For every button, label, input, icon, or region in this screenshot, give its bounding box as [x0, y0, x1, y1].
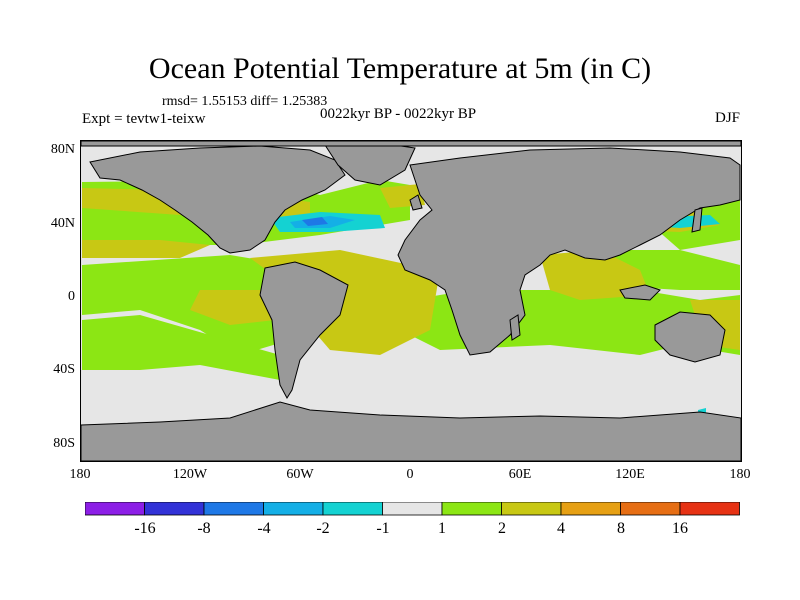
- colorbar-label: -2: [316, 520, 330, 537]
- colorbar-swatch: [501, 502, 562, 516]
- lat-label-40n: 40N: [50, 216, 75, 231]
- plot-title: Ocean Potential Temperature at 5m (in C): [148, 52, 652, 85]
- colorbar-swatch: [144, 502, 205, 516]
- colorbar-swatch: [322, 502, 383, 516]
- lat-label-80n: 80N: [50, 142, 75, 157]
- colorbar-label: 2: [498, 520, 506, 537]
- lon-label-60e: 60E: [508, 467, 532, 482]
- map-frame: [80, 140, 742, 462]
- colorbar-swatch: [560, 502, 621, 516]
- colorbar-swatch: [382, 502, 443, 516]
- period-label: 0022kyr BP - 0022kyr BP: [320, 106, 477, 122]
- season-label: DJF: [714, 110, 740, 126]
- land-masses: [80, 140, 742, 462]
- colorbar-swatch: [441, 502, 502, 516]
- colorbar-label: 4: [557, 520, 565, 537]
- lon-label-60w: 60W: [286, 467, 314, 482]
- lat-label-80s: 80S: [53, 436, 75, 451]
- colorbar-label: -8: [197, 520, 211, 537]
- experiment-label: Expt = tevtw1-teixw: [82, 111, 206, 127]
- colorbar-label: 1: [438, 520, 446, 537]
- lon-label-0: 0: [406, 467, 414, 482]
- colorbar: [85, 502, 740, 516]
- colorbar-label: -1: [376, 520, 390, 537]
- colorbar-swatch: [679, 502, 740, 516]
- colorbar-label: -4: [257, 520, 271, 537]
- colorbar-label: -16: [134, 520, 156, 537]
- colorbar-swatch: [203, 502, 264, 516]
- lon-label-120e: 120E: [615, 467, 645, 482]
- temperature-map: [80, 140, 742, 462]
- colorbar-swatch: [620, 502, 681, 516]
- lat-label-40s: 40S: [53, 362, 75, 377]
- rmsd-diff-stats: rmsd= 1.55153 diff= 1.25383: [162, 94, 328, 109]
- colorbar-label: 8: [617, 520, 625, 537]
- colorbar-label: 16: [672, 520, 688, 537]
- lon-label-180e: 180: [729, 467, 751, 482]
- colorbar-swatch: [263, 502, 324, 516]
- lat-label-eq: 0: [68, 289, 75, 304]
- lon-label-180w: 180: [69, 467, 91, 482]
- lon-label-120w: 120W: [172, 467, 208, 482]
- colorbar-swatch: [85, 502, 145, 516]
